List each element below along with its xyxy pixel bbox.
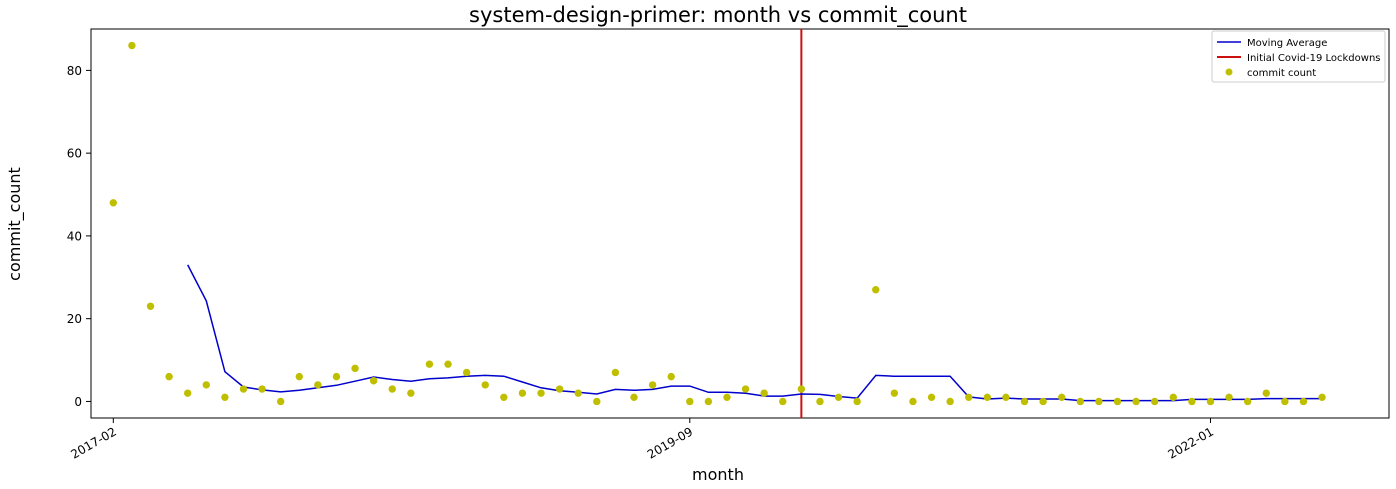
legend-label: Initial Covid-19 Lockdowns [1247, 53, 1381, 64]
y-axis-label: commit_count [5, 167, 25, 281]
commit-count-point [1206, 397, 1215, 406]
commit-count-point [1299, 397, 1308, 406]
commit-count-point [537, 389, 545, 397]
commit-count-point [909, 397, 917, 406]
commit-count-point [1188, 397, 1196, 406]
commit-count-point [760, 389, 768, 397]
commit-count-point [946, 397, 954, 406]
commit-count-point [965, 393, 973, 402]
commit-count-point [555, 385, 564, 393]
commit-count-point [295, 372, 303, 381]
plot-area [90, 28, 1390, 419]
legend-marker [1225, 68, 1233, 76]
commit-count-point [834, 393, 843, 402]
commit-count-point [183, 389, 192, 397]
commit-count-point [444, 360, 452, 368]
y-tick-label: 40 [67, 229, 82, 243]
x-tick-label: 2022-01 [1166, 424, 1216, 461]
commit-count-point [779, 397, 787, 406]
plot-marks [109, 29, 1326, 418]
commit-count-point [1076, 397, 1085, 406]
commit-count-point [1020, 397, 1029, 406]
commit-count-point [648, 381, 657, 389]
chart-title: system-design-primer: month vs commit_co… [469, 3, 967, 28]
legend: Moving Average Initial Covid-19 Lockdowns… [1211, 30, 1386, 83]
commit-count-point [146, 302, 155, 310]
commit-count-point [481, 381, 489, 389]
commit-count-point [927, 393, 936, 402]
commit-count-point [1169, 393, 1177, 402]
commit-count-point [1095, 397, 1103, 406]
commit-count-point [630, 393, 638, 402]
x-tick-label: 2017-02 [68, 424, 118, 461]
commit-count-point [1150, 397, 1159, 406]
x-tick-label: 2019-09 [645, 424, 695, 461]
commit-count-point [1243, 397, 1252, 406]
x-axis: 2017-02 2019-09 2022-01 [68, 418, 1216, 462]
commit-count-point [128, 41, 136, 50]
commit-count-point [202, 381, 210, 389]
commit-count-point [1058, 393, 1066, 402]
legend-box [1211, 30, 1386, 83]
commit-count-point [723, 393, 731, 402]
commit-count-point [704, 397, 713, 406]
commit-count-point [872, 286, 880, 294]
y-tick-label: 0 [74, 395, 82, 409]
commit-count-point [518, 389, 527, 397]
commit-count-point [853, 397, 861, 406]
commit-count-point [462, 368, 471, 377]
commit-count-point [816, 397, 824, 406]
commit-count-point [890, 389, 899, 397]
commit-count-point [276, 397, 285, 406]
y-tick-label: 60 [67, 147, 82, 161]
commit-count-point [686, 397, 694, 406]
commit-count-point [983, 393, 992, 402]
commit-count-point [332, 372, 341, 381]
commit-count-point [1002, 393, 1010, 402]
commit-count-point [221, 393, 229, 402]
commit-count-point [1132, 397, 1140, 406]
y-axis: 0 20 40 60 80 [67, 64, 91, 409]
commit-count-point [109, 199, 118, 207]
commit-count-point [1262, 389, 1270, 397]
commit-count-point [239, 385, 248, 393]
commit-count-point [165, 372, 173, 381]
commit-count-point [351, 364, 359, 373]
commit-count-point [1281, 397, 1289, 406]
commit-count-point [574, 389, 582, 397]
x-axis-label: month [692, 465, 744, 484]
legend-label: commit count [1247, 68, 1316, 79]
commit-count-point [407, 389, 415, 397]
commit-count-point [797, 385, 806, 393]
commit-count-point [593, 397, 601, 406]
commit-count-point [425, 360, 434, 368]
y-tick-label: 20 [67, 312, 82, 326]
commit-count-point [741, 385, 750, 393]
commit-count-point [1113, 397, 1122, 406]
legend-label: Moving Average [1247, 38, 1327, 49]
commit-count-point [1318, 393, 1326, 402]
moving-average-line [187, 264, 1323, 402]
y-tick-label: 80 [67, 64, 82, 78]
commit-count-point [1039, 397, 1047, 406]
commit-count-point [500, 393, 508, 402]
commit-count-point [258, 385, 266, 393]
commit-count-point [369, 377, 378, 385]
commit-count-point [667, 372, 675, 381]
commit-count-point [1225, 393, 1233, 402]
commit-count-point [388, 385, 396, 393]
commit-count-point [611, 368, 620, 377]
commit-count-point [314, 381, 322, 389]
